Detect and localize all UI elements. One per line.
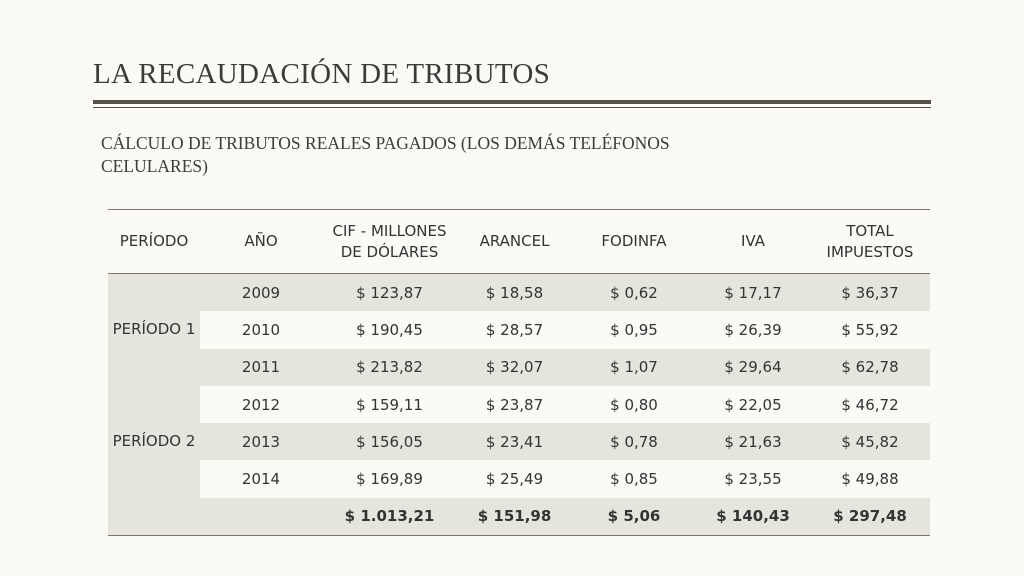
arancel-cell: $ 28,57: [485, 320, 544, 339]
table-row: PERÍODO 2 2012 $ 159,11 $ 23,87 $ 0,80 $…: [108, 385, 930, 498]
fodinfa-cell: $ 0,62: [572, 273, 696, 312]
header-periodo: PERÍODO: [108, 209, 200, 274]
total-fodinfa-cell: $ 5,06: [572, 497, 696, 537]
title-divider-thick: [93, 100, 931, 104]
year-cell: 2014: [241, 470, 281, 489]
totals-row: $ 1.013,21 $ 151,98 $ 5,06 $ 140,43 $ 29…: [108, 497, 930, 537]
total-iva-cell: $ 140,43: [696, 497, 810, 537]
total-cell: $ 36,37: [810, 273, 930, 312]
table-row: PERÍODO 1 2009 $ 123,87 $ 18,58 $ 0,62 $…: [108, 273, 930, 386]
tributes-table: PERÍODO AÑO CIF - MILLONES DE DÓLARES AR…: [108, 209, 930, 537]
fodinfa-cell: $ 0,85: [610, 470, 658, 489]
table-row: 2014 $ 169,89 $ 25,49 $ 0,85 $ 23,55 $ 4…: [108, 460, 930, 497]
total-cell: $ 62,78: [810, 348, 930, 386]
period-cell: PERÍODO 1: [108, 273, 200, 386]
arancel-cell: $ 18,58: [457, 273, 572, 312]
header-cif: CIF - MILLONES DE DÓLARES: [322, 209, 457, 274]
total-cell: $ 55,92: [841, 320, 899, 339]
cif-cell: $ 159,11: [356, 395, 423, 414]
cif-cell: $ 169,89: [356, 470, 423, 489]
fodinfa-cell: $ 0,78: [572, 423, 696, 461]
year-cell: 2009: [200, 273, 322, 312]
year-cell: 2013: [200, 423, 322, 461]
iva-cell: $ 23,55: [724, 470, 782, 489]
period-cell: PERÍODO 2: [108, 385, 200, 498]
fodinfa-cell: $ 0,95: [610, 320, 658, 339]
table-row: 2011 $ 213,82 $ 32,07 $ 1,07 $ 29,64 $ 6…: [108, 348, 930, 386]
title-divider-thin: [93, 107, 931, 108]
iva-cell: $ 26,39: [724, 320, 782, 339]
cif-cell: $ 123,87: [322, 273, 457, 312]
total-impuestos-cell: $ 297,48: [810, 497, 930, 537]
year-cell: 2011: [200, 348, 322, 386]
fodinfa-cell: $ 0,80: [610, 395, 658, 414]
year-cell: 2010: [241, 320, 281, 339]
total-arancel-cell: $ 151,98: [457, 497, 572, 537]
header-total-impuestos: TOTAL IMPUESTOS: [810, 209, 930, 274]
fodinfa-cell: $ 1,07: [572, 348, 696, 386]
header-anio: AÑO: [200, 209, 322, 274]
arancel-cell: $ 32,07: [457, 348, 572, 386]
page-title: LA RECAUDACIÓN DE TRIBUTOS: [93, 58, 551, 90]
iva-cell: $ 22,05: [724, 395, 782, 414]
year-cell: 2012: [241, 395, 281, 414]
arancel-cell: $ 23,87: [485, 395, 544, 414]
header-iva: IVA: [696, 209, 810, 274]
total-cell: $ 49,88: [841, 470, 899, 489]
cif-cell: $ 213,82: [322, 348, 457, 386]
totals-blank-cell: [108, 497, 200, 537]
total-cif-cell: $ 1.013,21: [322, 497, 457, 537]
cif-cell: $ 190,45: [356, 320, 423, 339]
cif-cell: $ 156,05: [322, 423, 457, 461]
iva-cell: $ 17,17: [696, 273, 810, 312]
table-row: 2013 $ 156,05 $ 23,41 $ 0,78 $ 21,63 $ 4…: [108, 423, 930, 461]
total-cell: $ 46,72: [841, 395, 899, 414]
iva-cell: $ 29,64: [696, 348, 810, 386]
page-subtitle: CÁLCULO DE TRIBUTOS REALES PAGADOS (LOS …: [101, 133, 670, 176]
totals-blank-cell: [200, 497, 322, 537]
header-arancel: ARANCEL: [457, 209, 572, 274]
table-header-row: PERÍODO AÑO CIF - MILLONES DE DÓLARES AR…: [108, 209, 930, 274]
arancel-cell: $ 25,49: [485, 470, 544, 489]
table-row: 2010 $ 190,45 $ 28,57 $ 0,95 $ 26,39 $ 5…: [108, 311, 930, 348]
arancel-cell: $ 23,41: [457, 423, 572, 461]
iva-cell: $ 21,63: [696, 423, 810, 461]
total-cell: $ 45,82: [810, 423, 930, 461]
header-fodinfa: FODINFA: [572, 209, 696, 274]
